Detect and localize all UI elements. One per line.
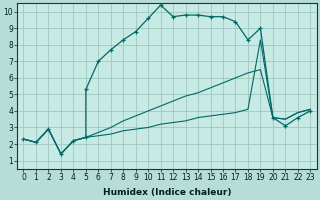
X-axis label: Humidex (Indice chaleur): Humidex (Indice chaleur): [103, 188, 231, 197]
